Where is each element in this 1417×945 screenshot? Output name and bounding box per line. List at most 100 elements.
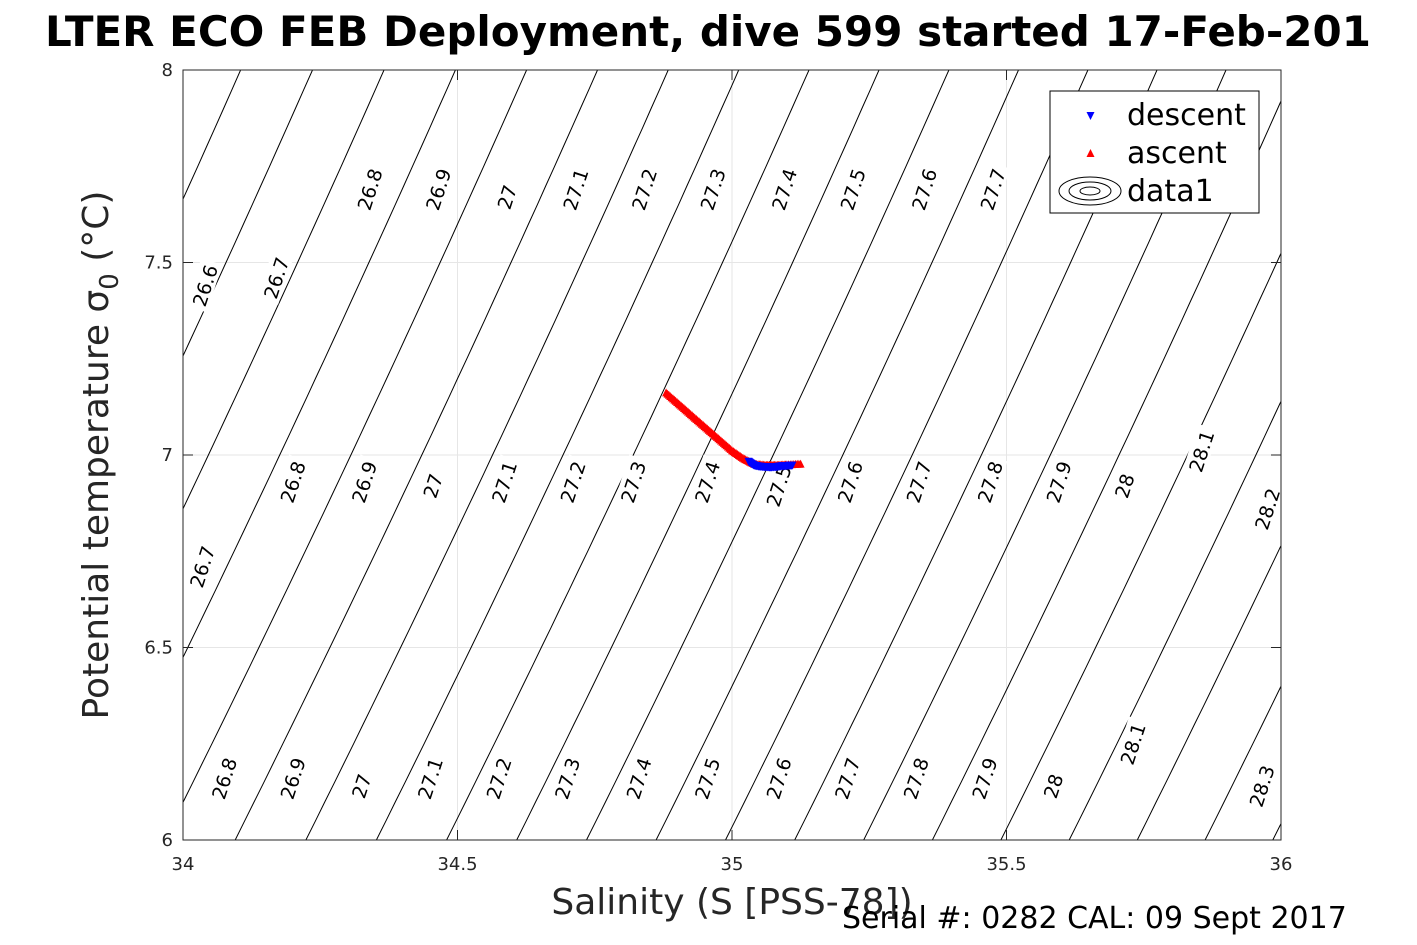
contour-label-bg: [688, 750, 725, 806]
contour-label-bg: [183, 539, 220, 594]
contour-label-bg: [1242, 758, 1280, 813]
y-tick-label: 8: [162, 60, 173, 81]
y-axis-ticks: 6 6.5 7 7.5 8: [144, 60, 1281, 851]
x-tick-label: 35.5: [986, 854, 1026, 875]
contour-label: 26.9: [419, 161, 456, 217]
y-tick-label: 6.5: [144, 638, 173, 659]
isopycnal-line: [1136, 544, 1281, 840]
contour-label-text: 26.7: [186, 543, 220, 590]
x-axis-label: Salinity (S [PSS-78]): [551, 882, 912, 923]
contour-label: 28.3: [1242, 758, 1280, 813]
isopycnal-line: [183, 70, 242, 201]
contour-label-text: 26.9: [277, 755, 311, 802]
contour-label-bg: [273, 454, 311, 509]
contour-label: 26.9: [345, 454, 382, 509]
contour-label-bg: [973, 161, 1011, 217]
contour-label-text: 27.8: [974, 459, 1008, 506]
chart-title: LTER ECO FEB Deployment, dive 599 starte…: [45, 7, 1371, 56]
contour-label-text: 27.2: [557, 459, 591, 506]
contour-label-bg: [965, 750, 1002, 806]
contour-label: 27.2: [625, 161, 662, 217]
contour-label-text: 27.9: [1043, 459, 1077, 506]
contour-label-text: 27.6: [834, 459, 868, 506]
contour-label-bg: [553, 454, 591, 509]
contour-label-bg: [257, 250, 294, 305]
isopycnal-line: [446, 70, 810, 840]
contour-label-text: 27.5: [691, 755, 725, 802]
contour-label: 26.7: [257, 250, 294, 305]
contour-label-text: 27.1: [559, 166, 593, 213]
contour-label-bg: [1113, 716, 1151, 771]
contour-label-bg: [1182, 423, 1219, 479]
contour-label: 28.1: [1113, 716, 1151, 771]
isopycnal-line: [305, 70, 669, 840]
y-axis-label: Potential temperature σ0 (°C): [76, 191, 125, 720]
x-axis-ticks: 34 34.5 35 35.5 36: [172, 70, 1292, 875]
contour-label-bg: [491, 180, 521, 214]
contour-label-bg: [1039, 454, 1076, 509]
contour-label: 27: [491, 180, 522, 214]
isopycnal-line: [0, 32, 41, 879]
contour-label: 27.7: [899, 454, 937, 509]
contour-label: 27.1: [556, 161, 593, 217]
contour-label-text: 27.8: [900, 755, 934, 802]
contour-label-text: 26.9: [348, 459, 382, 506]
contour-label-text: 27.3: [551, 755, 585, 802]
contour-label: 28.1: [1182, 423, 1219, 479]
isopycnal-line: [585, 70, 950, 840]
contour-label-bg: [345, 769, 376, 803]
contour-label-bg: [970, 454, 1008, 509]
contour-label-bg: [485, 454, 522, 509]
contour-label: 27.8: [896, 750, 934, 806]
isopycnal-line: [1068, 400, 1281, 840]
contour-label-bg: [619, 750, 656, 806]
y-tick-label: 6: [162, 830, 173, 851]
contour-label-bg: [688, 454, 725, 509]
isopycnal-line: [1388, 32, 1417, 879]
contour-label-text: 27.2: [628, 166, 662, 213]
legend-contour-icon: [1058, 176, 1122, 206]
data-series: [662, 388, 805, 472]
contour-label-text: 26.8: [208, 755, 242, 802]
contour-label: 27.3: [693, 161, 731, 217]
contour-label-bg: [1037, 769, 1068, 803]
contour-label-text: 28.3: [1246, 763, 1280, 810]
contour-label: 27.3: [614, 454, 651, 509]
contour-label-text: 27.6: [908, 166, 942, 213]
y-tick-label: 7.5: [144, 253, 173, 274]
contour-label: 27: [345, 769, 377, 803]
contour-label: 27.6: [905, 161, 942, 217]
contour-label-text: 28.2: [1251, 486, 1285, 533]
contour-label-text: 27.7: [903, 459, 937, 506]
contour-label-bg: [556, 161, 593, 217]
contour-label-bg: [273, 750, 311, 806]
contour-label-bg: [830, 454, 868, 509]
contour-label-text: 26.7: [260, 255, 294, 302]
contour-label-text: 28.1: [1185, 428, 1219, 475]
contour-label-bg: [205, 750, 242, 806]
isopycnal-line: [183, 70, 385, 510]
contour-label-bg: [828, 750, 865, 806]
isopycnal-line: [183, 70, 528, 804]
contour-labels: 26.6 26.7 26.8 26.9 27 27.1 27.2 27.3 27.4 27.5 27…: [183, 161, 1285, 813]
isopycnal-line: [516, 70, 880, 840]
legend-box: [1049, 90, 1260, 214]
contour-label-bg: [479, 750, 516, 806]
contour-label-text: 27.1: [488, 459, 522, 506]
y-axis-label-unit: (°C): [76, 191, 117, 274]
legend-data1-label: data1: [1127, 174, 1214, 209]
x-tick-label: 34.5: [437, 854, 477, 875]
contour-label-bg: [185, 258, 223, 313]
contour-label-text: 27.4: [691, 459, 725, 506]
isopycnal-line: [724, 70, 1089, 840]
y-tick-label: 7: [162, 445, 173, 466]
series-descent: [744, 457, 797, 472]
isopycnal-line: [183, 70, 314, 358]
contour-label-text: 27.7: [977, 166, 1011, 213]
contour-label-bg: [419, 161, 456, 217]
contour-label: 26.6: [185, 258, 223, 313]
contour-label: 27.5: [688, 750, 725, 806]
isopycnal-line: [183, 70, 456, 659]
isopycnal-line: [1321, 32, 1417, 879]
contour-label: 27.5: [833, 161, 871, 217]
